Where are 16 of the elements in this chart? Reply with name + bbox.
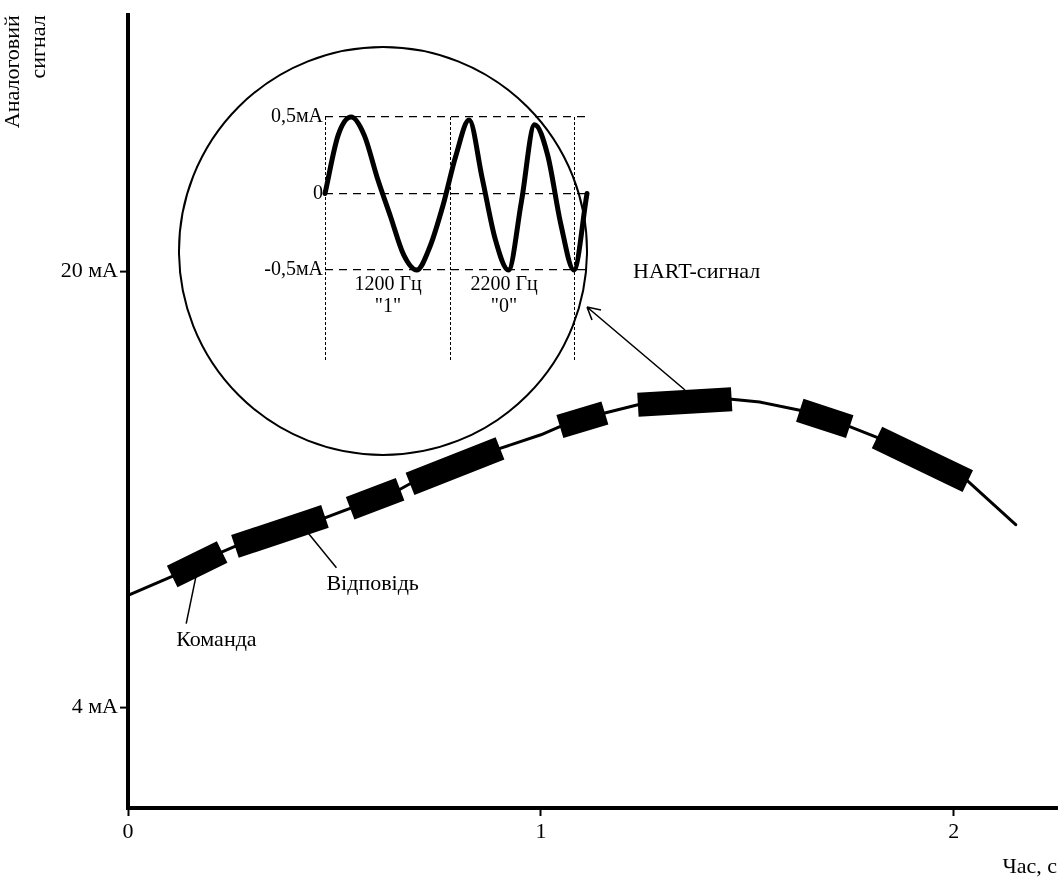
annotation: "0" <box>490 294 518 316</box>
y-tick-label: 0,5мА <box>270 104 324 127</box>
annotation: Відповідь <box>326 569 419 595</box>
y-tick-label: -0,5мА <box>264 257 324 280</box>
x-axis-title: Час, с <box>1002 852 1058 878</box>
annotation: "1" <box>374 294 402 316</box>
y-tick-label: 4 мА <box>71 692 119 718</box>
annotation: 2200 Гц <box>470 272 538 295</box>
annotation: Команда <box>176 625 257 651</box>
x-tick-label: 1 <box>535 817 547 843</box>
y-axis-title: Аналоговий сигнал <box>0 14 51 129</box>
annotation: 1200 Гц <box>354 272 422 295</box>
annotation: HART-сигнал <box>633 258 761 283</box>
y-tick-label: 0 <box>313 180 323 203</box>
y-tick-label: 20 мА <box>60 257 119 283</box>
x-tick-label: 2 <box>948 817 960 843</box>
